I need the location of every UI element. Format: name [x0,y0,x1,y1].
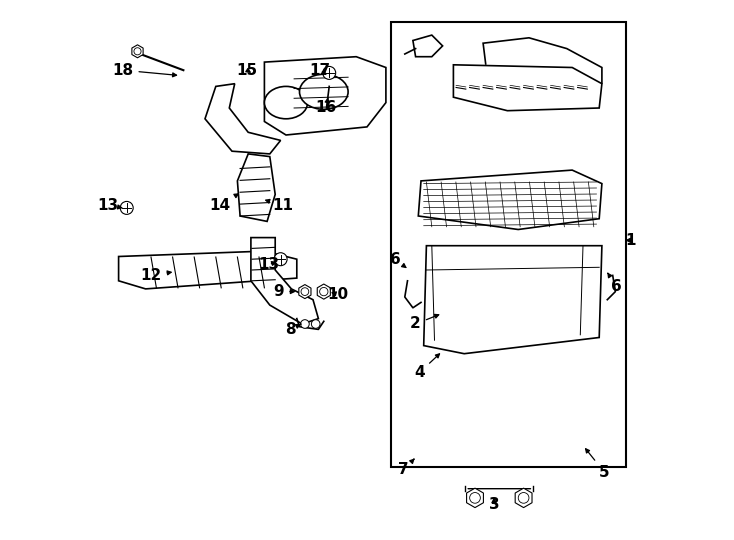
Circle shape [323,66,335,79]
Circle shape [120,201,133,214]
Polygon shape [424,246,602,354]
Circle shape [319,287,328,296]
Circle shape [301,320,309,328]
Text: 5: 5 [586,449,610,480]
Circle shape [311,320,320,328]
Text: 10: 10 [327,287,349,302]
Text: 12: 12 [140,268,171,283]
Polygon shape [515,488,532,508]
Polygon shape [119,251,297,289]
Polygon shape [317,284,330,299]
Text: 15: 15 [236,63,258,78]
Text: 9: 9 [274,284,294,299]
Polygon shape [413,35,443,57]
Text: 8: 8 [285,322,301,337]
Circle shape [301,288,309,295]
Text: 16: 16 [316,98,337,116]
Text: 13: 13 [258,257,279,272]
Text: 11: 11 [266,198,294,213]
Text: 1: 1 [625,233,636,248]
Polygon shape [264,57,386,135]
Bar [391,22,626,467]
Text: 6: 6 [390,252,406,267]
Polygon shape [467,488,484,508]
Text: 2: 2 [410,314,439,332]
Text: 17: 17 [310,63,330,78]
Polygon shape [132,45,143,58]
Text: 3: 3 [489,497,499,512]
Circle shape [134,48,141,55]
Text: 7: 7 [399,459,414,477]
Polygon shape [251,238,319,324]
Text: 18: 18 [112,63,177,78]
Ellipse shape [264,86,308,119]
Polygon shape [237,154,275,221]
Ellipse shape [299,74,348,109]
Text: 14: 14 [210,194,238,213]
Text: 6: 6 [608,273,622,294]
Polygon shape [418,170,602,230]
Polygon shape [299,285,311,299]
Text: 4: 4 [414,354,440,380]
Polygon shape [205,84,280,154]
Circle shape [470,492,480,503]
Circle shape [274,253,287,266]
Text: 13: 13 [97,198,122,213]
Circle shape [518,492,529,503]
Polygon shape [454,65,602,111]
